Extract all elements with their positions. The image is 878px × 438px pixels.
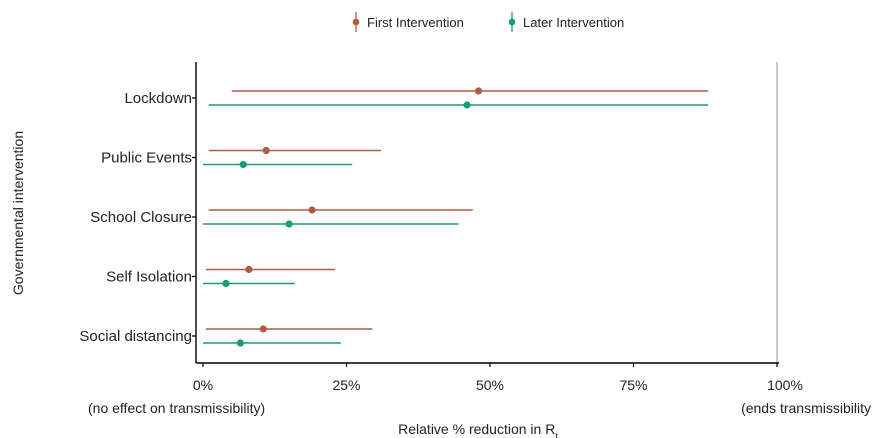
- legend-label: First Intervention: [367, 15, 464, 30]
- x-tick-label: 100%: [767, 377, 803, 393]
- category-label: Public Events: [101, 150, 192, 167]
- legend-item-1: Later Intervention: [508, 12, 624, 32]
- point-estimate: [285, 220, 293, 228]
- x-tick-label: 25%: [332, 377, 360, 393]
- x-tick-label: 0%: [193, 377, 213, 393]
- y-axis-title: Governmental intervention: [10, 131, 26, 295]
- x-tick-labels: 0% (no effect on transmissibility) 25% 50% 7…: [88, 377, 871, 416]
- point-estimate: [463, 101, 471, 109]
- category-label: Social distancing: [79, 328, 192, 345]
- axes: [192, 62, 779, 367]
- point-estimate: [239, 160, 247, 169]
- legend-label: Later Intervention: [523, 15, 624, 30]
- point-estimate: [259, 325, 267, 333]
- x-tick-label: 75%: [619, 377, 647, 393]
- x-axis-title: Relative % reduction in Rt: [398, 421, 558, 438]
- category-label: School Closure: [90, 209, 192, 226]
- point-estimate: [474, 87, 483, 95]
- x-tick-sublabel: (ends transmissibility: [741, 400, 871, 416]
- x-tick-sublabel: (no effect on transmissibility): [88, 400, 265, 416]
- legend-item-0: First Intervention: [352, 12, 464, 32]
- legend: First Intervention Later Intervention: [352, 12, 624, 32]
- point-estimate: [308, 206, 316, 214]
- x-axis-title-subscript: t: [555, 431, 558, 438]
- category-label: Self Isolation: [106, 269, 192, 286]
- category-label: Lockdown: [124, 90, 192, 107]
- category-labels: Lockdown Public Events School Closure Self …: [79, 90, 192, 345]
- x-tick-label: 50%: [476, 377, 504, 393]
- point-estimate: [236, 339, 244, 347]
- data-marks: [203, 87, 709, 347]
- point-estimate: [245, 265, 253, 274]
- legend-key-dot: [508, 18, 516, 26]
- legend-key-dot: [352, 18, 360, 26]
- point-estimate: [262, 146, 270, 155]
- point-estimate: [222, 279, 230, 288]
